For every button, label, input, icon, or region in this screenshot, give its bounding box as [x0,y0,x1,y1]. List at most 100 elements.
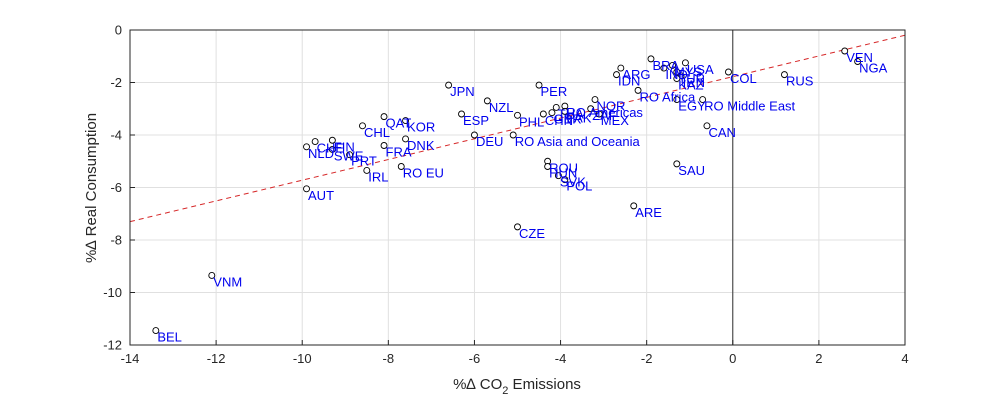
data-point [595,110,603,118]
data-point [552,103,560,111]
data-point [402,135,410,143]
point-label: KOR [407,120,435,135]
data-point [613,71,620,79]
data-point [535,81,543,89]
point-label: SVK [560,175,586,190]
data-point [380,142,388,149]
point-label: GBR [553,112,581,127]
data-point [208,271,216,279]
point-label: IDN [618,74,640,89]
data-point [561,176,569,184]
point-label: EGY [678,99,706,114]
point-label: FRA [386,145,412,160]
y-tick-label: 0 [115,23,122,38]
point-label: USA [687,62,714,77]
data-point [699,96,707,104]
point-label: VEN [846,50,873,65]
x-axis-title: %∆ CO2 Emissions [453,376,581,397]
x-tick-label: 4 [901,351,908,366]
data-point [346,151,354,159]
point-label: CHL [364,125,390,140]
fit-line [129,34,906,223]
point-label: COL [730,71,757,86]
point-label: DEU [476,134,503,149]
data-point [483,97,491,105]
data-point [539,110,547,118]
point-label: VNM [213,274,242,289]
point-label: NOR [597,99,626,114]
data-point [673,75,681,83]
point-label: SAU [678,163,705,178]
point-label: DNK [407,138,435,153]
data-point [703,122,711,130]
y-tick-label: -2 [110,75,122,90]
x-tick-label: -6 [469,351,481,366]
data-point [380,113,388,121]
point-label: MYS [674,64,703,79]
data-point [328,136,336,144]
x-tick-label: -12 [207,351,226,366]
x-tick-label: 2 [815,351,822,366]
point-label: RO Africa [640,89,696,104]
data-point [669,61,676,69]
data-point [841,47,849,55]
point-label: PER [541,84,568,99]
point-label: IND [665,67,687,82]
x-tick-label: -2 [641,351,653,366]
y-axis-ticks: -12 -10 -8 -6 -4 -2 0 [103,23,135,353]
data-point [548,109,556,117]
point-label: ESP [463,113,489,128]
x-axis-title-subscript: 2 [502,385,508,397]
point-label: ROU [549,160,578,175]
data-point [630,202,638,210]
data-point [470,131,478,139]
point-label: POL [566,179,592,194]
data-point [445,81,453,89]
point-label: CZE [519,226,545,241]
data-point [725,68,732,76]
point-label: KAZ [678,78,703,93]
point-label: TUR [678,71,705,86]
data-point [673,96,681,104]
point-label: THA [558,106,584,121]
data-point [617,64,625,72]
point-label: RO Americas [566,105,643,120]
point-label: PAK [566,110,591,125]
data-point [303,143,310,151]
point-label: ARE [635,205,662,220]
data-point [509,131,517,139]
x-tick-label: 0 [729,351,736,366]
point-label: IRL [368,169,388,184]
data-point [634,86,642,94]
data-point [561,107,569,115]
data-point [458,110,465,118]
x-tick-label: -10 [293,351,312,366]
data-point [587,105,595,113]
data-point [303,185,310,193]
x-axis-ticks: -14 -12 -10 -8 -6 -4 -2 0 2 4 [121,340,909,366]
point-label: SWE [334,148,364,163]
point-label: ARG [622,67,650,82]
point-label: PRT [351,154,377,169]
point-label: FIN [334,139,355,154]
x-tick-label: -4 [555,351,567,366]
data-point [514,111,521,119]
data-point [514,223,521,231]
y-axis-title: %∆ Real Consumption [83,113,100,263]
data-point [402,117,410,125]
point-label: NZL [489,100,514,115]
data-point [554,172,562,180]
data-point [311,138,319,146]
data-point [397,163,405,170]
data-point [591,96,599,104]
data-point [359,122,366,130]
data-point [647,55,655,63]
point-label: ZAF [592,108,617,123]
point-label: RO EU [403,166,444,181]
x-tick-label: -14 [121,351,140,366]
data-point [854,58,862,65]
point-label: RUS [786,74,814,89]
data-point [328,145,336,153]
